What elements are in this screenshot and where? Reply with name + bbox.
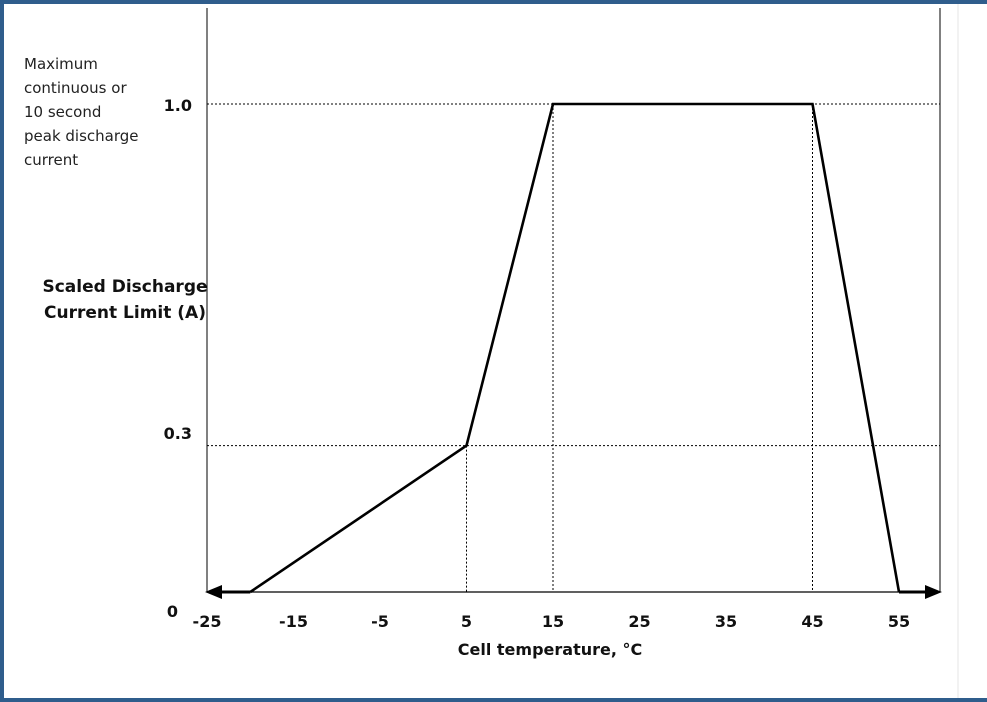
x-tick-label: -15 xyxy=(279,612,308,631)
y-tick-label: 1.0 xyxy=(164,96,192,115)
x-tick-label: 55 xyxy=(888,612,910,631)
x-axis-label: Cell temperature, °C xyxy=(457,640,643,659)
x-tick-label: 35 xyxy=(715,612,737,631)
x-tick-label: -25 xyxy=(193,612,222,631)
peak-current-annotation: Maximum continuous or 10 second peak dis… xyxy=(24,55,139,169)
y-tick-label: 0 xyxy=(167,602,178,621)
left-arrowhead xyxy=(205,585,222,599)
x-tick-label: 25 xyxy=(628,612,650,631)
series-line xyxy=(249,102,901,594)
y-tick-label: 0.3 xyxy=(164,424,192,443)
x-tick-label: 15 xyxy=(542,612,564,631)
right-arrowhead xyxy=(925,585,942,599)
y-axis-label: Scaled Discharge Current Limit (A) xyxy=(42,277,208,323)
x-tick-label: 45 xyxy=(801,612,823,631)
x-tick-label: 5 xyxy=(461,612,472,631)
x-tick-label: -5 xyxy=(371,612,389,631)
